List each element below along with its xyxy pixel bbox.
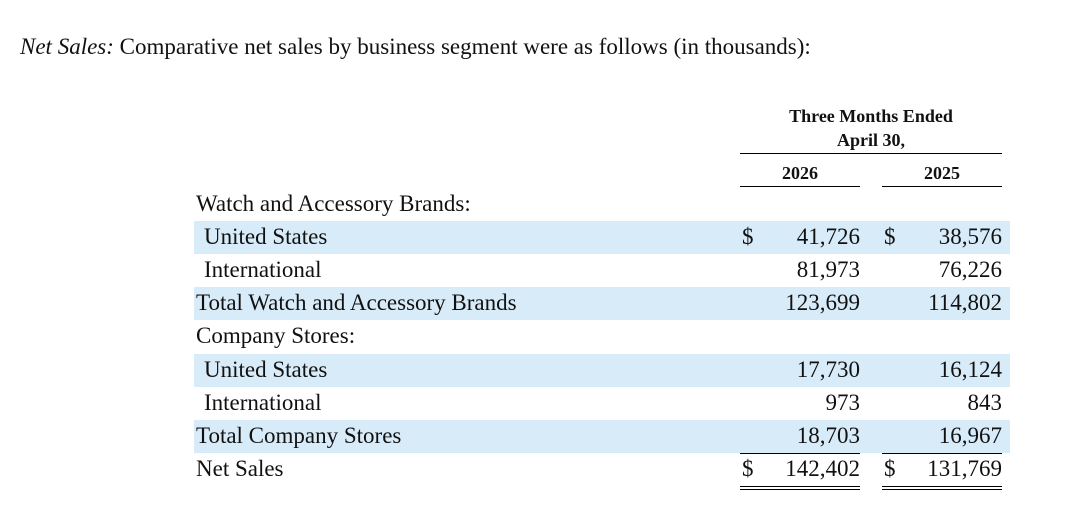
value-2026: 41,726 [796, 224, 860, 249]
row-label: International [204, 257, 322, 282]
value-2026: 18,703 [796, 423, 860, 448]
row-label: Total Company Stores [196, 423, 402, 448]
table-row-stores-intl: International 973 843 [194, 387, 1010, 421]
cell-2025: 16,124 [882, 354, 1002, 387]
cell-2025: 16,967 [882, 420, 1002, 454]
period-header: Three Months Ended April 30, [740, 104, 1002, 152]
section-heading-watch: Watch and Accessory Brands: [194, 188, 1010, 221]
year-header-1: 2026 [782, 163, 818, 183]
currency-symbol: $ [884, 224, 896, 249]
year-rule-2 [882, 186, 1002, 187]
period-line-2: April 30, [836, 130, 905, 150]
value-2026: 123,699 [785, 290, 860, 315]
cell-2026: 81,973 [740, 254, 860, 288]
currency-symbol: $ [742, 456, 754, 481]
cell-2026: $ 41,726 [740, 221, 860, 254]
value-2025: 131,769 [927, 456, 1002, 481]
row-label: Total Watch and Accessory Brands [196, 290, 517, 315]
cell-2026: $ 142,402 [740, 453, 860, 490]
row-label: United States [204, 357, 328, 382]
row-label: International [204, 390, 322, 415]
cell-2025: 76,226 [882, 254, 1002, 288]
cell-2025: $ 38,576 [882, 221, 1002, 254]
table-row-net-sales: Net Sales $ 142,402 $ 131,769 [194, 453, 1010, 490]
intro-paragraph: Net Sales: Comparative net sales by busi… [20, 34, 811, 60]
currency-symbol: $ [884, 456, 896, 481]
value-2026: 973 [825, 390, 861, 415]
value-2025: 843 [967, 390, 1003, 415]
value-2025: 114,802 [928, 290, 1002, 315]
table-row-watch-us: United States $ 41,726 $ 38,576 [194, 221, 1010, 254]
row-label: Watch and Accessory Brands: [196, 191, 471, 216]
row-label: United States [204, 224, 328, 249]
row-label: Company Stores: [196, 323, 356, 348]
cell-2026: 123,699 [740, 287, 860, 320]
row-label: Net Sales [196, 456, 284, 481]
section-heading-stores: Company Stores: [194, 320, 1010, 353]
cell-2026: 18,703 [740, 420, 860, 454]
value-2026: 142,402 [785, 456, 860, 481]
value-2025: 38,576 [938, 224, 1002, 249]
period-rule [740, 153, 1002, 154]
intro-lead: Net Sales: [20, 34, 114, 59]
value-2025: 76,226 [938, 257, 1002, 282]
year-header-2: 2025 [924, 163, 960, 183]
value-2025: 16,967 [938, 423, 1002, 448]
year-rule-1 [740, 186, 860, 187]
cell-2025: 843 [882, 387, 1002, 421]
value-2025: 16,124 [938, 357, 1002, 382]
value-2026: 17,730 [796, 357, 860, 382]
cell-2026: 17,730 [740, 354, 860, 387]
table-row-watch-intl: International 81,973 76,226 [194, 254, 1010, 288]
table-row-watch-total: Total Watch and Accessory Brands 123,699… [194, 287, 1010, 320]
cell-2025: $ 131,769 [882, 453, 1002, 490]
cell-2025: 114,802 [882, 287, 1002, 320]
value-2026: 81,973 [796, 257, 860, 282]
currency-symbol: $ [742, 224, 754, 249]
period-line-1: Three Months Ended [789, 106, 953, 126]
table-row-stores-us: United States 17,730 16,124 [194, 354, 1010, 387]
intro-text: Comparative net sales by business segmen… [113, 34, 811, 59]
cell-2026: 973 [740, 387, 860, 421]
table-row-stores-total: Total Company Stores 18,703 16,967 [194, 420, 1010, 454]
